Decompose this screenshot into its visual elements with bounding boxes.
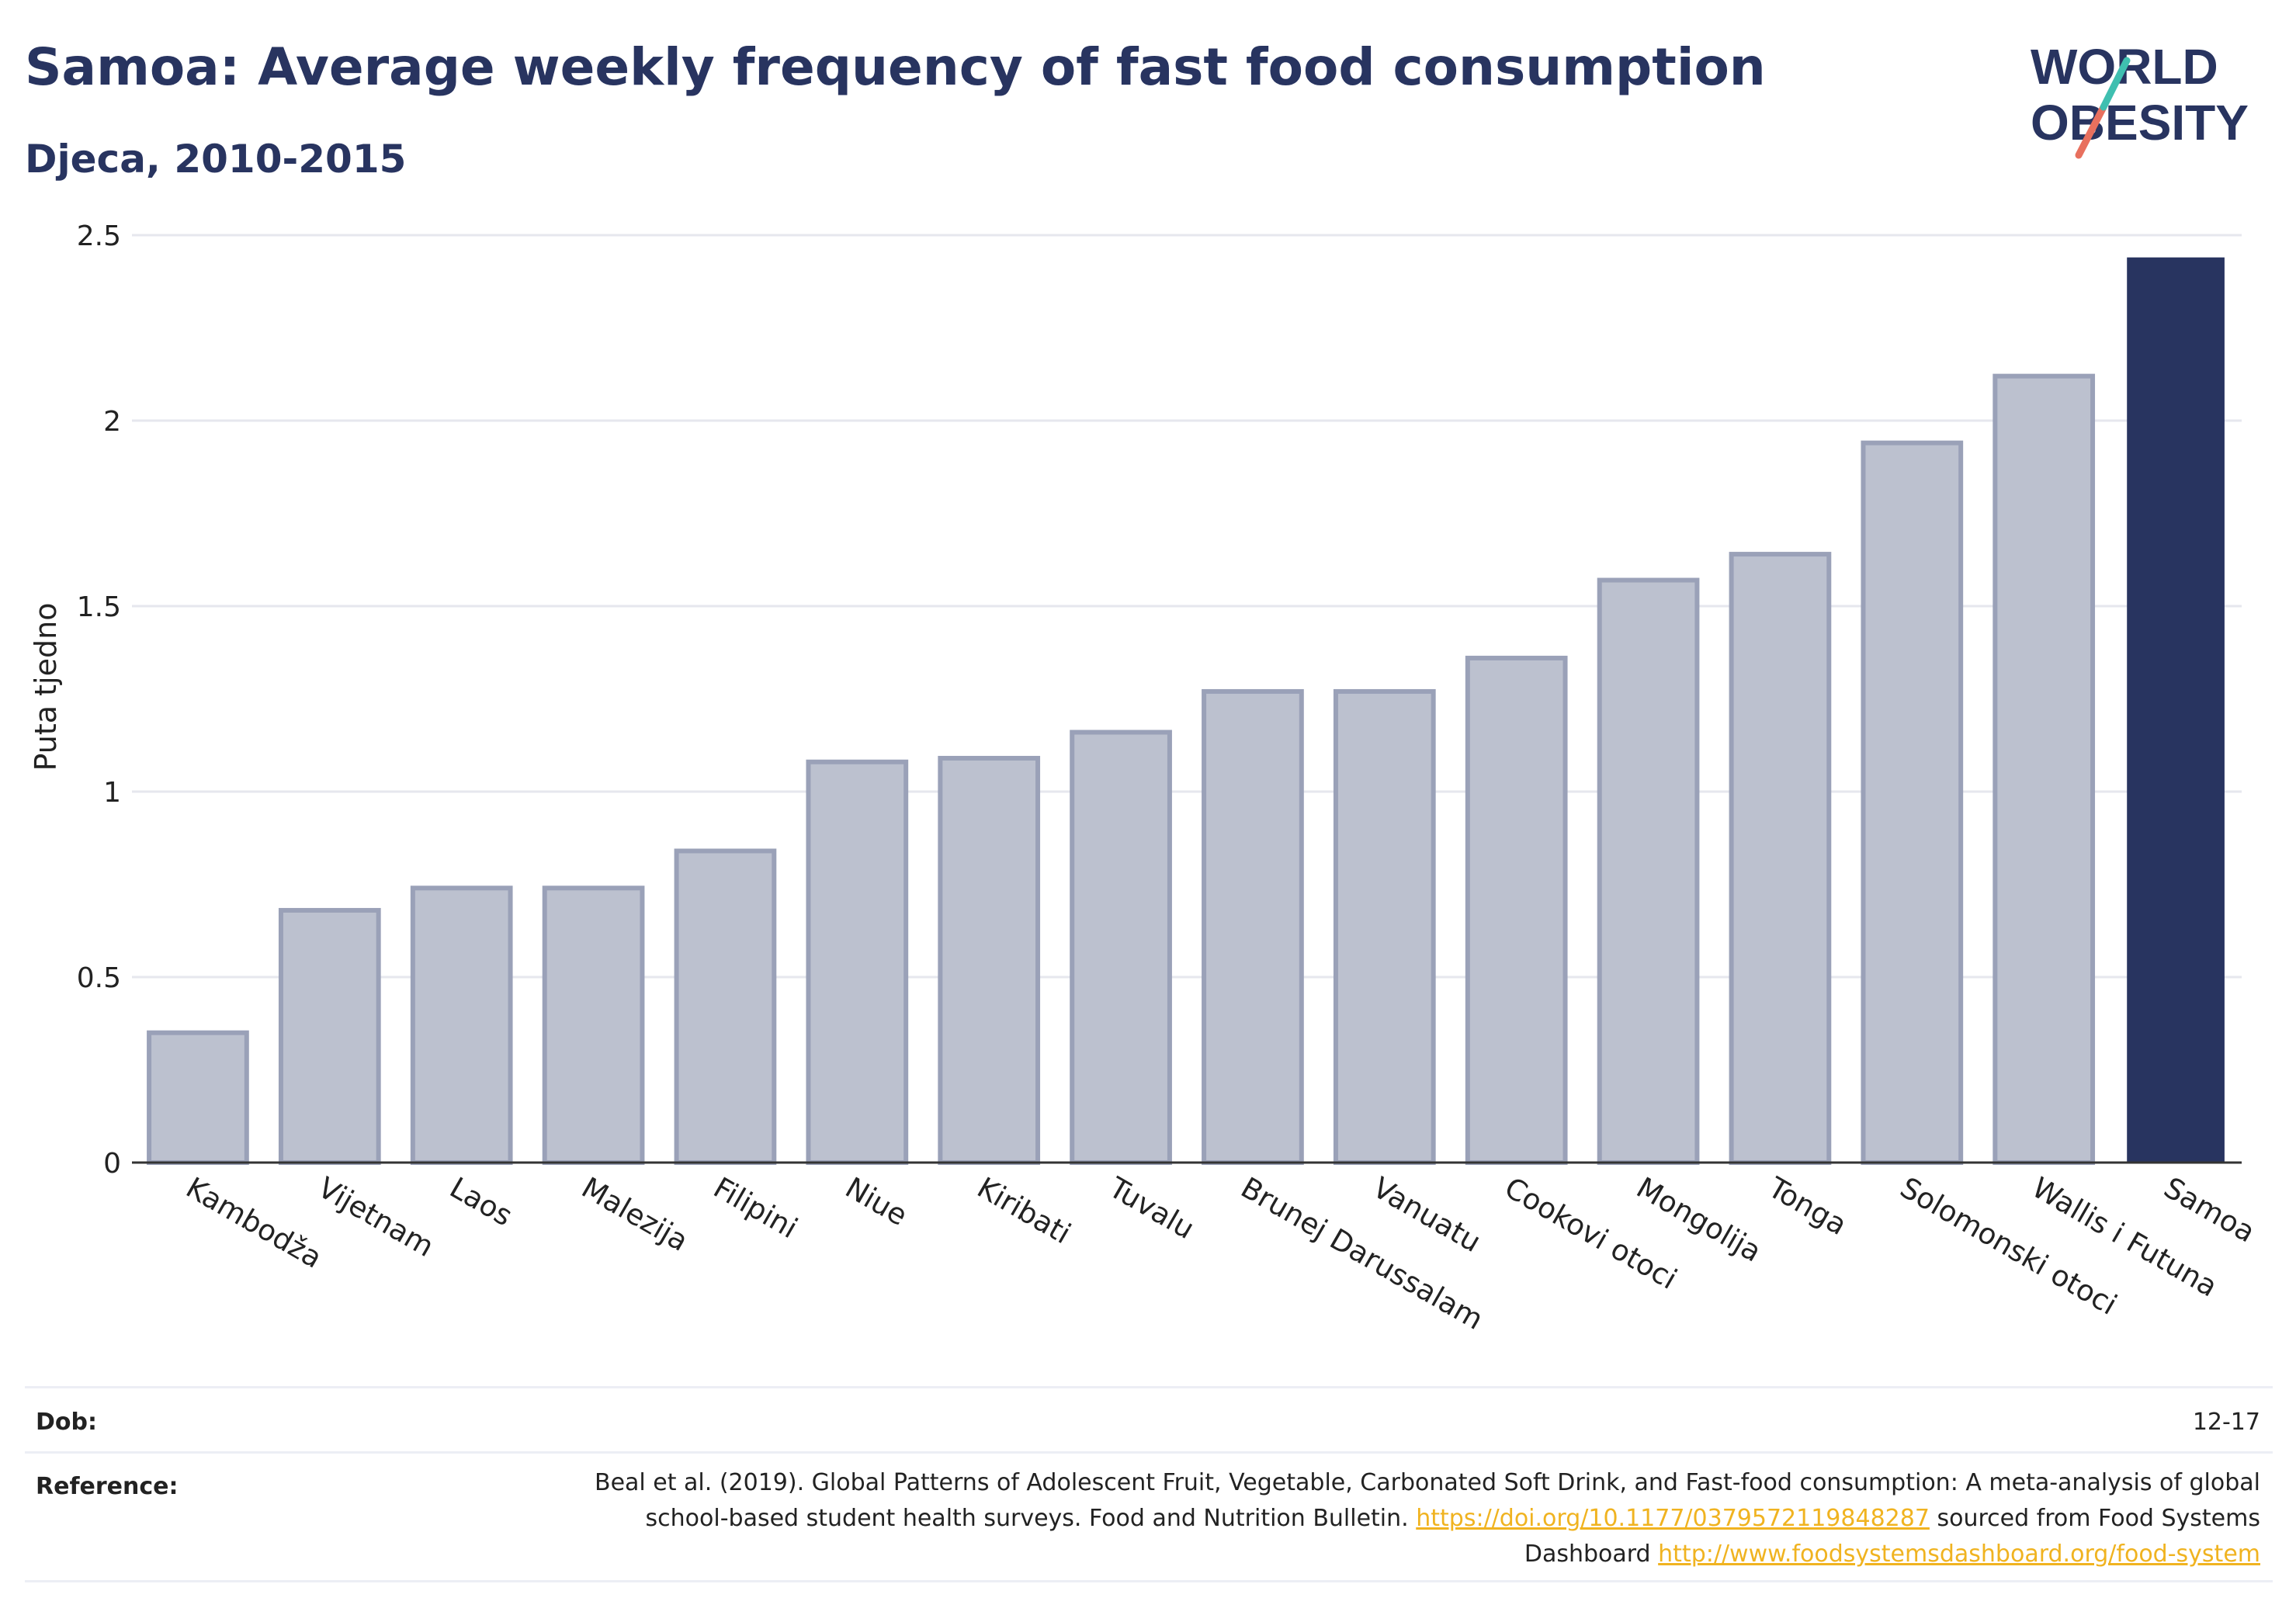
reference-citation: Beal et al. (2019). Global Patterns of A… [594, 1469, 2260, 1532]
y-tick-label: 1.5 [77, 591, 121, 623]
bar-14 [1993, 373, 2096, 1165]
logo-line2: OBESITY [2031, 95, 2249, 151]
logo-slash-bottom [2075, 103, 2107, 159]
bar-3 [542, 886, 645, 1166]
footer-divider-bottom [25, 1580, 2273, 1582]
footer-divider-mid [25, 1451, 2273, 1454]
bar-2 [410, 886, 513, 1166]
bar-13 [1861, 440, 1964, 1165]
x-tick-label: Brunej Darussalam [1235, 1171, 1489, 1336]
chart-title: Samoa: Average weekly frequency of fast … [25, 37, 1766, 97]
y-tick-label: 0.5 [77, 962, 121, 994]
y-tick-label: 0 [103, 1148, 121, 1180]
reference-source: sourced from Food Systems Dashboard [1524, 1505, 2260, 1568]
x-tick-label: Solomonski otoci [1895, 1171, 2123, 1322]
chart-subtitle: Djeca, 2010-2015 [25, 137, 407, 182]
x-tick-label: Tonga [1762, 1170, 1852, 1242]
bar-0 [147, 1030, 249, 1165]
bar-layer [147, 257, 2225, 1166]
age-value: 12-17 [2192, 1409, 2260, 1436]
footer-divider-top [25, 1386, 2273, 1388]
x-tick-label: Tuvalu [1103, 1170, 1200, 1246]
x-tick-label: Filipini [708, 1171, 803, 1246]
x-tick-label: Niue [840, 1171, 913, 1232]
bar-4 [674, 848, 777, 1165]
y-tick-label: 2 [103, 406, 121, 438]
x-tick-label: Vijetnam [312, 1171, 439, 1263]
x-tick-label: Malezija [576, 1171, 694, 1258]
x-tick-label: Vanuatu [1367, 1171, 1486, 1260]
y-tick-label: 2.5 [77, 220, 121, 252]
reference-dashboard-link[interactable]: http://www.foodsystemsdashboard.org/food… [1658, 1541, 2260, 1568]
bar-8 [1202, 688, 1304, 1165]
reference-doi-link[interactable]: https://doi.org/10.1177/0379572119848287 [1416, 1505, 1930, 1532]
reference-label: Reference: [36, 1473, 179, 1500]
bar-1 [278, 907, 381, 1165]
y-axis-title: Puta tjedno [29, 603, 63, 771]
y-tick-label: 1 [103, 777, 121, 809]
reference-text: Beal et al. (2019). Global Patterns of A… [553, 1465, 2260, 1572]
bar-9 [1333, 688, 1436, 1165]
x-tick-label: Kiribati [972, 1171, 1077, 1251]
bar-6 [938, 755, 1041, 1165]
bar-7 [1070, 730, 1172, 1165]
bar-5 [806, 759, 909, 1165]
x-tick-label: Samoa [2159, 1171, 2261, 1249]
world-obesity-logo: WORLD OBESITY [2031, 39, 2249, 159]
bar-11 [1597, 577, 1700, 1165]
age-label: Dob: [36, 1409, 97, 1436]
x-tick-label: Kambodža [180, 1171, 328, 1275]
bar-15 [2127, 257, 2225, 1163]
bar-12 [1729, 552, 1832, 1165]
bar-10 [1465, 655, 1568, 1165]
logo-slash-top [2100, 57, 2131, 111]
x-tick-label: Laos [444, 1171, 518, 1233]
